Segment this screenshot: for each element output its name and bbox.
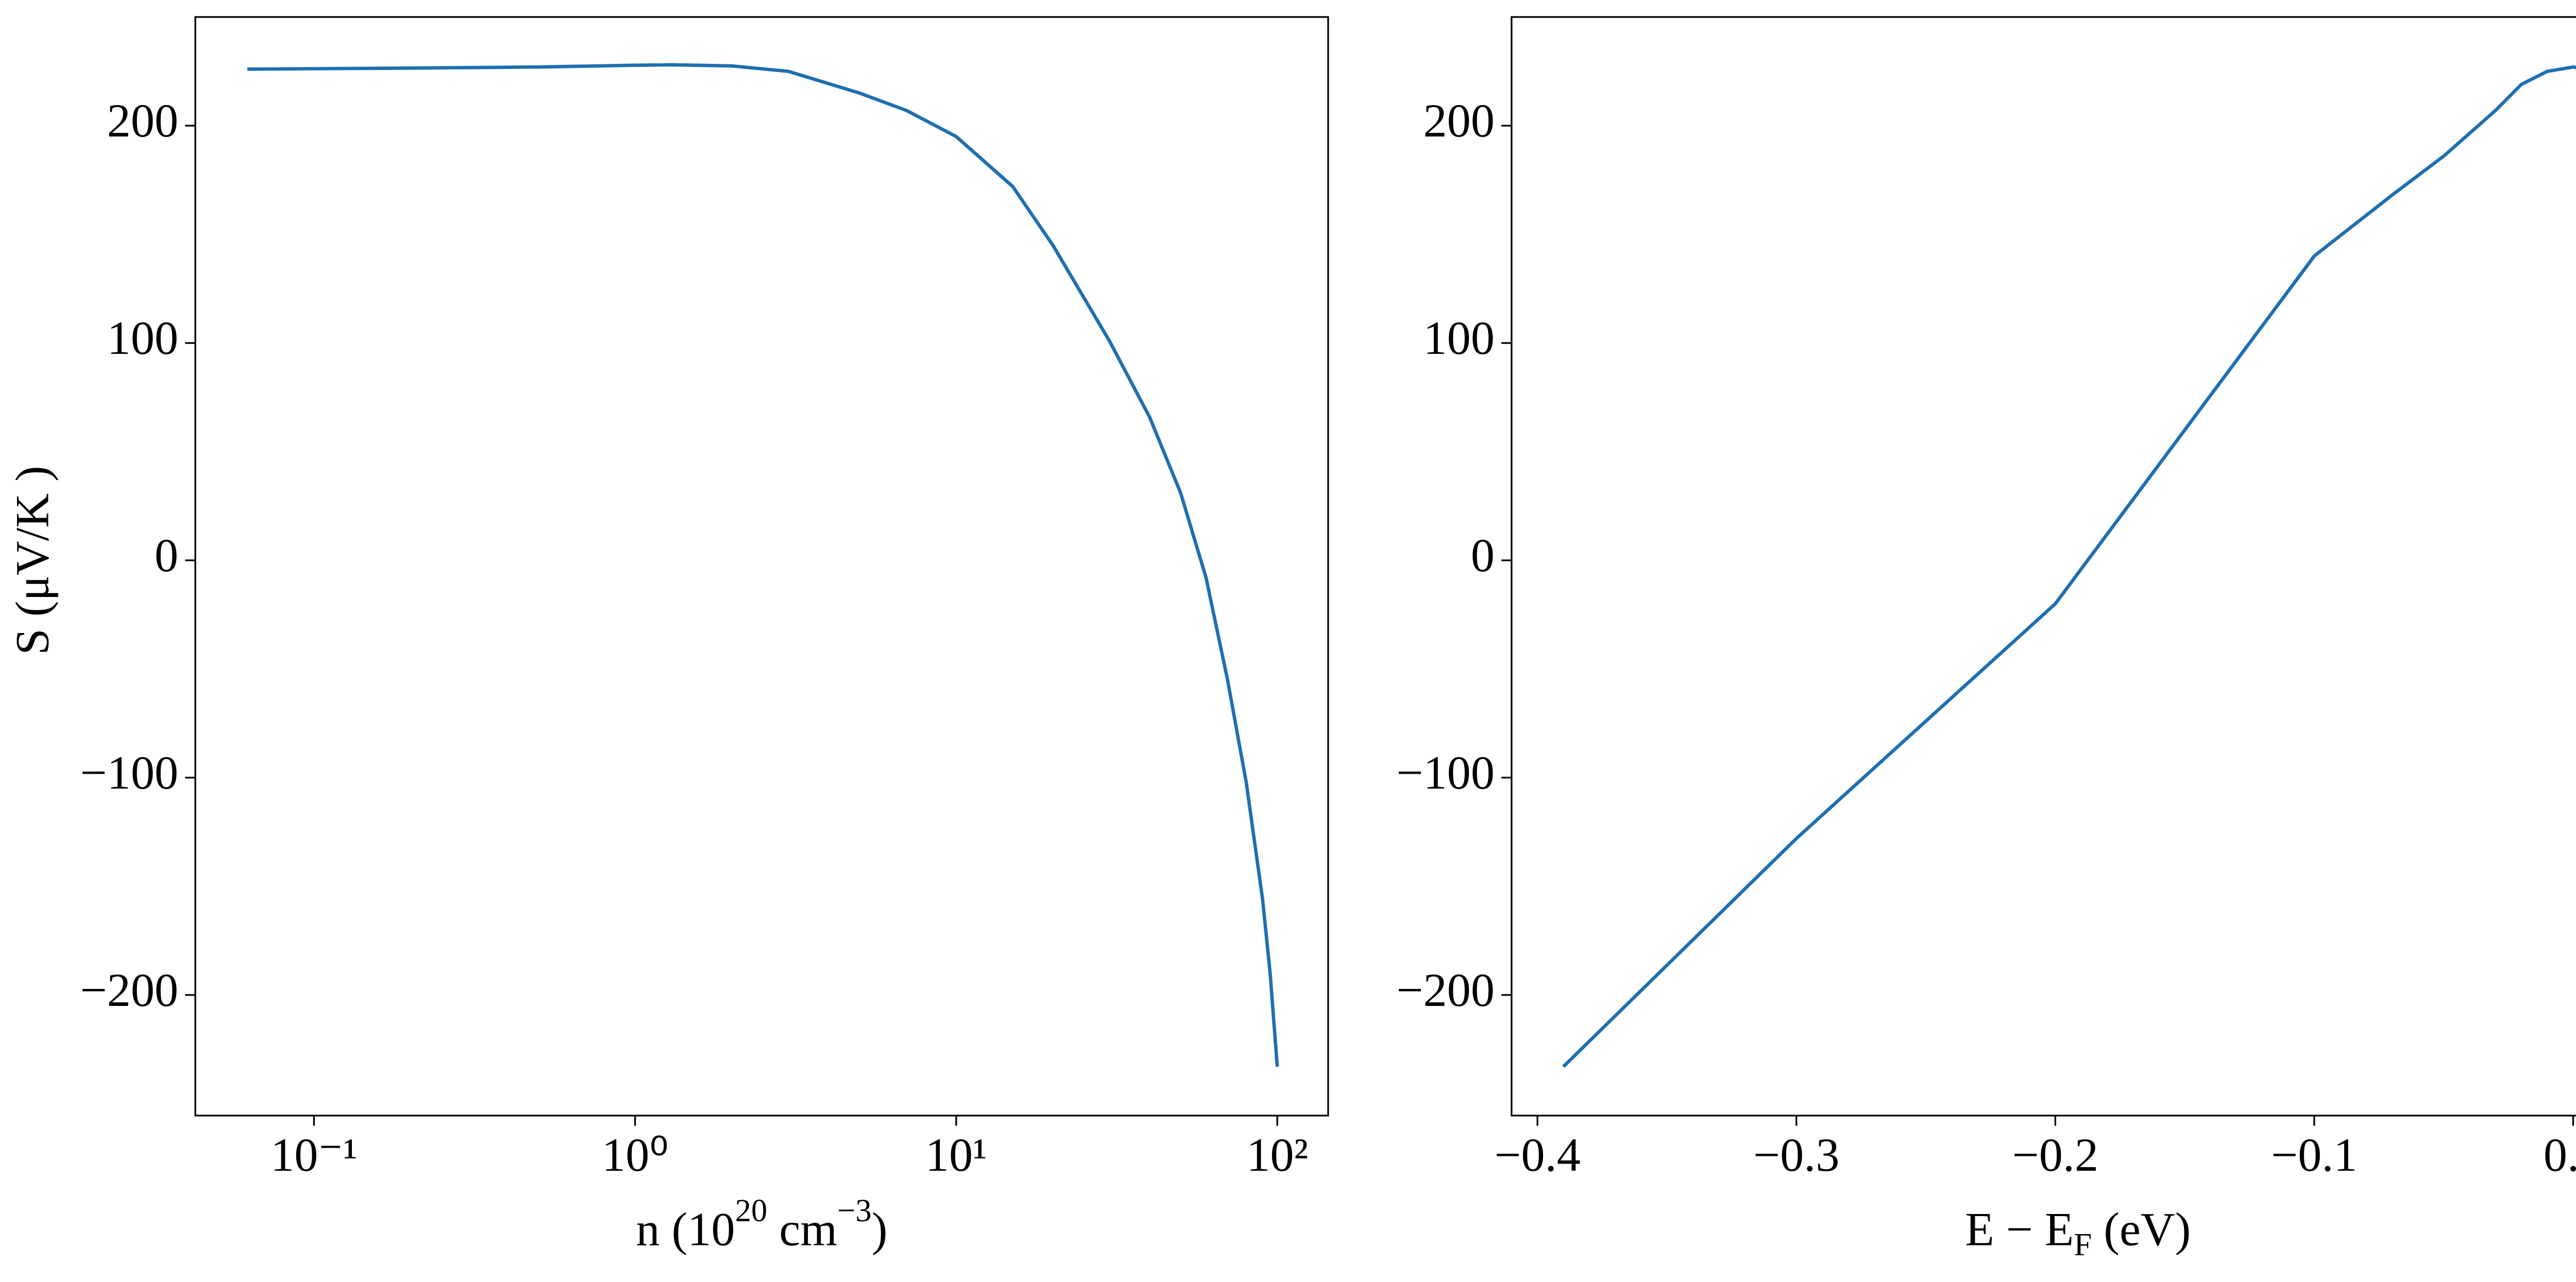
x-tick-label: 10² xyxy=(1246,1129,1308,1181)
y-tick-label: 100 xyxy=(107,312,178,364)
x-axis-label-part: E − E xyxy=(1965,1203,2074,1256)
y-tick-label: −100 xyxy=(1396,746,1495,799)
x-axis-label-part: n (10 xyxy=(636,1203,735,1256)
x-tick-label: 10⁻¹ xyxy=(270,1129,358,1181)
y-tick-label: 100 xyxy=(1423,312,1495,364)
x-axis-label-part: 20 xyxy=(735,1192,768,1228)
x-axis-label-part: −3 xyxy=(837,1192,872,1228)
x-tick-label: 10¹ xyxy=(925,1129,987,1181)
x-tick-label: −0.3 xyxy=(1753,1129,1839,1181)
x-tick-label: −0.2 xyxy=(2012,1129,2098,1181)
y-tick-label: −100 xyxy=(80,746,178,799)
x-axis-label-part: (eV) xyxy=(2092,1203,2191,1256)
x-axis-label: E − EF (eV) xyxy=(1965,1203,2191,1263)
x-axis-label: n (1020 cm−3) xyxy=(636,1192,887,1255)
data-line xyxy=(1562,65,2576,1068)
y-tick-label: −200 xyxy=(80,964,178,1016)
y-tick-label: −200 xyxy=(1396,964,1495,1016)
data-line xyxy=(247,63,1279,1067)
y-tick-label: 0 xyxy=(155,529,178,582)
x-tick-label: −0.4 xyxy=(1494,1129,1580,1181)
plot-frame xyxy=(1511,16,2576,1117)
x-tick-label: 10⁰ xyxy=(602,1129,668,1181)
y-tick-label: 0 xyxy=(1471,529,1495,582)
plot-frame xyxy=(194,16,1329,1117)
y-tick-label: 200 xyxy=(107,94,178,147)
x-axis-label-part: ) xyxy=(872,1203,888,1256)
y-tick-label: 200 xyxy=(1423,94,1495,147)
x-tick-label: −0.1 xyxy=(2271,1129,2357,1181)
x-axis-label-part: cm xyxy=(767,1203,837,1256)
y-axis-label: S (μV/K ) xyxy=(6,466,59,655)
x-axis-label-part: F xyxy=(2074,1226,2092,1262)
x-tick-label: 0.0 xyxy=(2544,1129,2576,1181)
